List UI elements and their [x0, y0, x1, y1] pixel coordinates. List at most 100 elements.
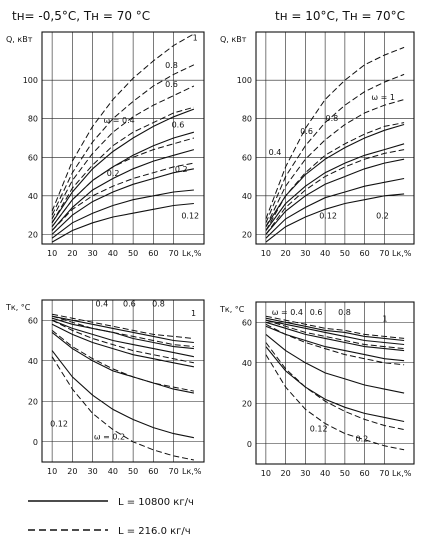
x-tick-label: 30 [88, 467, 98, 476]
series-line-4 [51, 331, 195, 394]
series-line-9 [51, 330, 194, 392]
y-axis-label: Tк, °C [5, 303, 31, 312]
series-line-0 [265, 46, 405, 220]
x-tick-label: 20 [281, 249, 291, 258]
y-tick-label: 80 [242, 115, 252, 124]
series-line-10 [265, 354, 405, 451]
y-tick-label: 80 [28, 115, 38, 124]
plot-frame [41, 299, 205, 463]
y-tick-label: 100 [23, 76, 38, 85]
y-tick-label: 0 [247, 440, 252, 449]
series-line-11 [51, 202, 194, 243]
x-tick-label: 50 [128, 249, 138, 258]
y-axis-label: Q, кВт [6, 35, 33, 44]
curve-annotation: 1 [382, 314, 387, 323]
x-tick-label: 10 [47, 249, 57, 258]
curve-annotation: ω = 0.4 [272, 308, 303, 317]
y-tick-label: 100 [237, 76, 252, 85]
header-left: tн= -0,5°C, Tн = 70 °C [12, 9, 150, 23]
series-line-5 [265, 123, 405, 227]
series-line-1 [51, 317, 194, 350]
series-line-1 [265, 73, 405, 223]
x-axis-label: Lк,% [392, 469, 412, 478]
x-axis-label: Lк,% [392, 249, 412, 258]
y-tick-label: 20 [242, 230, 252, 239]
curve-annotation: 0.4 [269, 148, 282, 157]
y-axis-label: Tк, °C [219, 305, 245, 314]
series-line-10 [51, 356, 194, 461]
y-tick-label: 60 [242, 153, 252, 162]
series-line-6 [265, 315, 405, 339]
x-tick-label: 20 [67, 467, 77, 476]
y-tick-label: 40 [242, 192, 252, 201]
series-line-4 [265, 333, 405, 394]
y-tick-label: 20 [28, 397, 38, 406]
curve-annotation: 0.6 [172, 120, 185, 129]
x-tick-label: 60 [360, 249, 370, 258]
series-line-1 [265, 319, 405, 346]
x-tick-label: 10 [261, 249, 271, 258]
series-line-7 [51, 131, 195, 228]
x-tick-label: 50 [128, 467, 138, 476]
series-line-1 [51, 64, 195, 216]
series-line-9 [265, 342, 405, 431]
legend-dashed-label: L = 216.0 кг/ч [118, 526, 191, 537]
x-tick-label: 60 [360, 469, 370, 478]
series-line-0 [51, 315, 194, 344]
legend-solid-label: L = 10800 кг/ч [118, 497, 194, 508]
x-tick-label: 70 [169, 249, 179, 258]
curve-annotation: 0.2 [376, 212, 389, 221]
series-line-6 [51, 108, 195, 224]
x-tick-label: 20 [281, 469, 291, 478]
curve-annotation: 0.2 [175, 165, 188, 174]
chart-q-right: 10 20 30 40 50 60 70 20 40 60 80 100 Q, кВт Lк,% ω = 1… [220, 31, 415, 258]
curve-annotation: 0.8 [338, 308, 351, 317]
series-line-8 [51, 149, 195, 231]
y-tick-label: 40 [28, 192, 38, 201]
y-tick-label: 60 [28, 153, 38, 162]
chart-t-left: 10 20 30 40 50 60 70 0 20 40 60 Tк, °C Lк,% 0.4 0.6 0.8… [5, 299, 205, 476]
x-tick-label: 70 [379, 249, 389, 258]
header-right: tн = 10°C, Tн = 70°C [275, 9, 405, 23]
series-line-0 [265, 317, 405, 342]
series-line-10 [51, 189, 194, 239]
x-tick-label: 30 [88, 249, 98, 258]
series-line-3 [51, 323, 195, 368]
series-line-2 [51, 85, 195, 220]
series-line-6 [265, 143, 405, 231]
curve-annotation: 0.6 [300, 127, 313, 136]
x-tick-label: 60 [148, 249, 158, 258]
series-line-5 [51, 162, 194, 231]
curve-annotation: 0.2 [107, 169, 120, 178]
x-tick-label: 30 [300, 249, 310, 258]
x-tick-label: 40 [108, 467, 118, 476]
x-tick-label: 10 [261, 469, 271, 478]
curve-annotation: ω = 1 [371, 93, 395, 102]
curve-annotation: 0.4 [95, 299, 108, 308]
curve-annotation: 0.2 [356, 434, 369, 443]
curve-annotation: 0.6 [165, 80, 178, 89]
series-line-6 [52, 313, 194, 339]
curve-annotation: 0.12 [181, 212, 199, 221]
y-tick-label: 20 [242, 399, 252, 408]
series-line-5 [51, 350, 195, 439]
x-tick-label: 40 [108, 249, 118, 258]
x-axis-label: Lк,% [182, 249, 202, 258]
x-tick-label: 60 [148, 467, 158, 476]
chart-t-right: 10 20 30 40 50 60 70 0 20 40 60 Tк, °C Lк,% ω = 0.4 0.… [219, 301, 415, 478]
y-tick-label: 40 [28, 357, 38, 366]
x-tick-label: 70 [169, 467, 179, 476]
series-line-7 [265, 158, 405, 235]
curve-annotation: ω = 0.2 [94, 432, 125, 441]
x-tick-label: 10 [47, 467, 57, 476]
series-line-7 [51, 315, 194, 348]
series-line-4 [265, 149, 405, 235]
chart-q-left: 10 20 30 40 50 60 70 20 40 60 80 100 Q, кВт Lк,% 1 0.8 0… [6, 31, 205, 258]
series-line-9 [51, 168, 195, 235]
x-tick-label: 40 [320, 249, 330, 258]
series-line-2 [265, 99, 405, 227]
plot-frame [255, 301, 415, 465]
legend: L = 10800 кг/ч L = 216.0 кг/ч [28, 497, 194, 537]
curve-annotation: 0.12 [319, 212, 337, 221]
